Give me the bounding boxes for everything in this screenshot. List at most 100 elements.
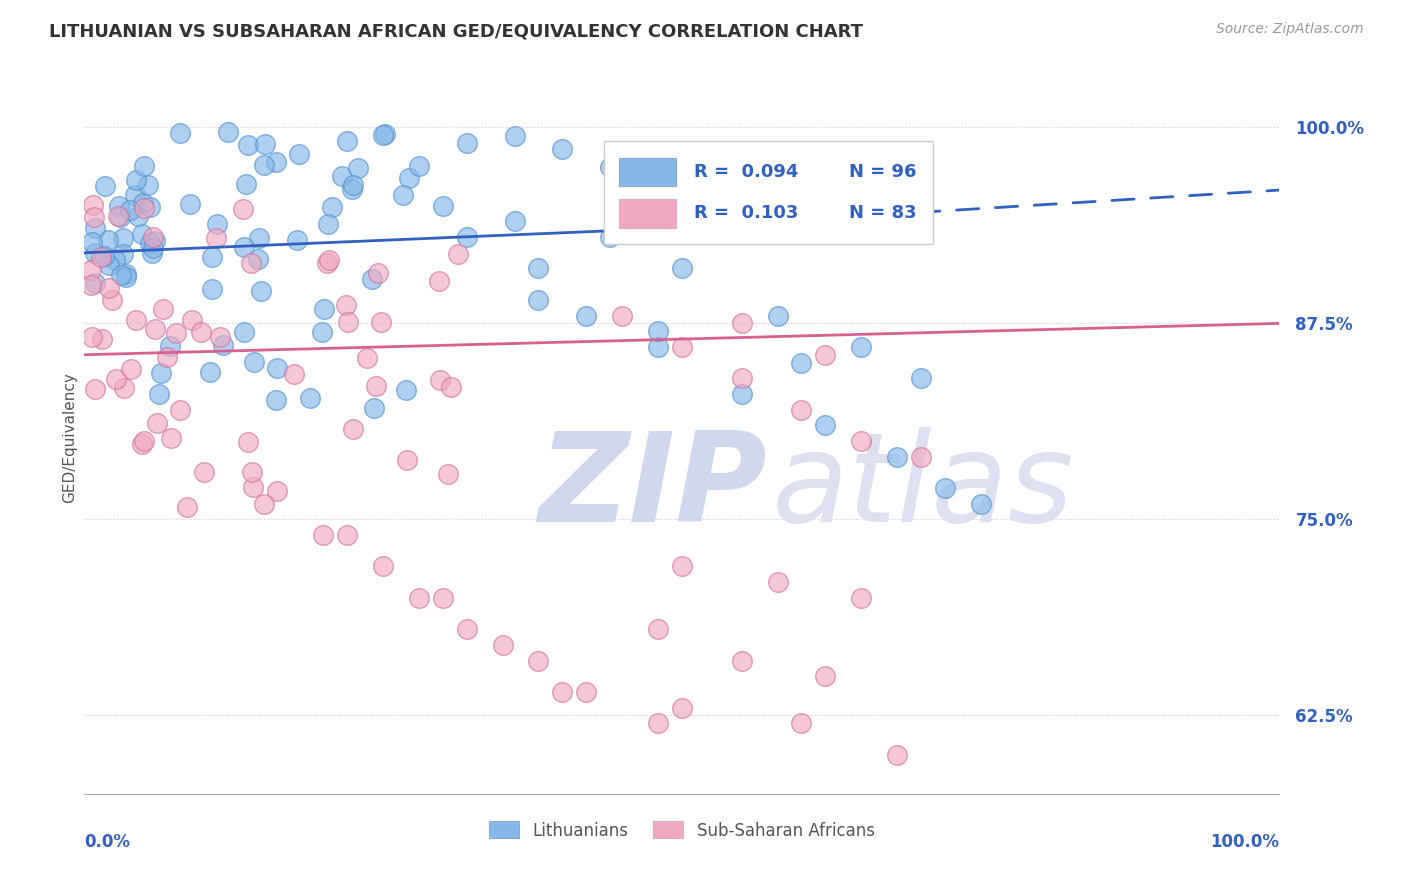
Point xyxy=(814,348,837,362)
Point xyxy=(240,255,263,269)
Point xyxy=(110,268,132,283)
Text: ZIP: ZIP xyxy=(538,426,768,548)
Point xyxy=(142,241,165,255)
Point xyxy=(101,293,124,308)
Point xyxy=(180,312,202,326)
Point xyxy=(503,214,526,228)
Point xyxy=(363,401,385,415)
Point xyxy=(139,235,162,250)
Point xyxy=(321,200,343,214)
Point xyxy=(201,250,224,264)
Point xyxy=(340,182,363,196)
Point xyxy=(208,330,231,344)
FancyBboxPatch shape xyxy=(619,199,676,227)
Point xyxy=(82,330,104,344)
Text: 0.0%: 0.0% xyxy=(84,833,131,851)
Point xyxy=(143,234,166,248)
Point xyxy=(152,301,174,316)
Point xyxy=(236,137,259,152)
Point xyxy=(970,497,993,511)
Point xyxy=(105,372,128,386)
Point xyxy=(391,188,413,202)
Text: N = 96: N = 96 xyxy=(849,163,917,181)
Point xyxy=(766,309,789,323)
Point xyxy=(336,528,359,542)
Text: 100.0%: 100.0% xyxy=(1211,833,1279,851)
Point xyxy=(131,227,153,242)
Point xyxy=(247,231,270,245)
Point xyxy=(125,313,148,327)
Point xyxy=(243,355,266,369)
Point xyxy=(814,669,837,683)
Point xyxy=(165,326,187,341)
Point xyxy=(112,231,135,245)
Point xyxy=(440,380,463,394)
Point xyxy=(288,146,311,161)
Point xyxy=(136,178,159,192)
Point xyxy=(193,466,215,480)
Point xyxy=(790,716,813,731)
Point xyxy=(142,229,165,244)
Point xyxy=(114,267,136,281)
Point xyxy=(108,211,131,225)
Point xyxy=(132,196,155,211)
Point xyxy=(97,233,120,247)
Point xyxy=(266,483,288,498)
Point xyxy=(647,324,669,338)
Point xyxy=(492,638,515,652)
Point xyxy=(456,622,478,636)
Point xyxy=(373,128,395,142)
Point xyxy=(141,246,163,260)
Point xyxy=(156,350,179,364)
Point xyxy=(104,253,127,268)
Point xyxy=(330,169,353,183)
Point xyxy=(373,559,395,574)
Point xyxy=(347,161,370,175)
Point xyxy=(612,309,634,323)
Point xyxy=(143,322,166,336)
Point xyxy=(790,355,813,369)
Point xyxy=(190,326,212,340)
Point xyxy=(456,136,478,150)
FancyBboxPatch shape xyxy=(605,141,934,244)
Point xyxy=(80,277,103,292)
Point xyxy=(266,155,288,169)
Point xyxy=(115,270,138,285)
FancyBboxPatch shape xyxy=(619,158,676,186)
Point xyxy=(205,231,228,245)
Point xyxy=(217,125,239,139)
Point xyxy=(127,209,149,223)
Point xyxy=(84,276,107,290)
Point xyxy=(118,202,141,217)
Point xyxy=(427,274,450,288)
Point xyxy=(398,170,420,185)
Text: Source: ZipAtlas.com: Source: ZipAtlas.com xyxy=(1216,22,1364,37)
Text: N = 83: N = 83 xyxy=(849,204,917,222)
Point xyxy=(112,381,135,395)
Point xyxy=(285,233,308,247)
Point xyxy=(233,240,256,254)
Point xyxy=(146,416,169,430)
Point xyxy=(235,177,257,191)
Point xyxy=(318,252,340,267)
Point xyxy=(107,209,129,223)
Point xyxy=(790,402,813,417)
Point xyxy=(139,200,162,214)
Point xyxy=(575,309,598,323)
Point xyxy=(240,466,263,480)
Point xyxy=(266,393,288,408)
Point xyxy=(93,249,115,263)
Point xyxy=(910,371,932,385)
Point xyxy=(91,332,114,346)
Point xyxy=(80,262,103,277)
Point xyxy=(364,379,387,393)
Text: R =  0.103: R = 0.103 xyxy=(695,204,799,222)
Point xyxy=(766,575,789,590)
Point xyxy=(356,351,378,366)
Point xyxy=(169,126,191,140)
Point xyxy=(84,382,107,396)
Point xyxy=(527,293,550,307)
Point xyxy=(124,187,146,202)
Point xyxy=(98,258,121,272)
Point xyxy=(575,685,598,699)
